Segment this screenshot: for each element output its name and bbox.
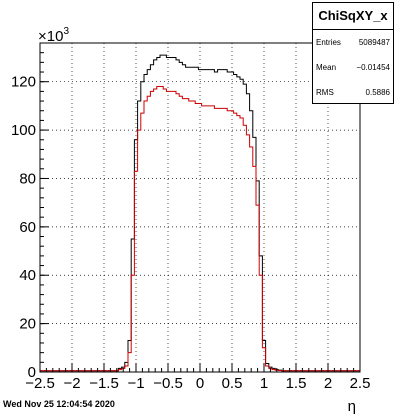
x-tick-label: 0.5 [222,375,243,392]
timestamp: Wed Nov 25 12:04:54 2020 [3,399,115,409]
x-tick-label: 2 [324,375,332,392]
stats-key: Mean [316,63,337,72]
stats-value: 0.5886 [365,88,390,97]
x-tick-label: 1 [260,375,268,392]
x-tick-label: −0.5 [153,375,183,392]
series-layer [40,54,360,372]
grid-lines [40,43,360,372]
y-tick-label: 100 [11,122,36,139]
x-tick-label: −1.5 [89,375,119,392]
axis-tick-labels: −2.5 −2 −1.5 −1 −0.5 0 0.5 1 1.5 2 2.5 0 20 40 60 80 100… [11,74,370,392]
y-tick-label: 20 [19,316,36,333]
stats-value: −0.01454 [356,63,390,72]
y-tick-label: 60 [19,219,36,236]
x-tick-label: −2.5 [25,375,55,392]
y-tick-label: 80 [19,170,36,187]
series-1-histogram [40,86,360,372]
x-tick-label: 1.5 [286,375,307,392]
y-tick-label: 0 [28,364,36,381]
stats-row-rms: RMS 0.5886 [313,80,393,105]
x-tick-label: −2 [63,375,80,392]
x-tick-label: 0 [196,375,204,392]
stats-row-mean: Mean −0.01454 [313,55,393,80]
x-tick-label: 2.5 [350,375,371,392]
stats-row-entries: Entries 5089487 [313,30,393,55]
stats-key: RMS [316,88,334,97]
stats-key: Entries [316,38,341,47]
stats-title: ChiSqXY_x [313,3,393,30]
y-tick-label: 120 [11,74,36,91]
stats-value: 5089487 [358,38,390,47]
x-tick-label: −1 [127,375,144,392]
x-axis-label: η [348,398,356,414]
y-tick-label: 40 [19,267,36,284]
axis-ticks [39,42,361,373]
stats-box: ChiSqXY_x Entries 5089487 Mean −0.01454 … [312,2,394,104]
y-multiplier-label: ×103 [38,26,69,45]
